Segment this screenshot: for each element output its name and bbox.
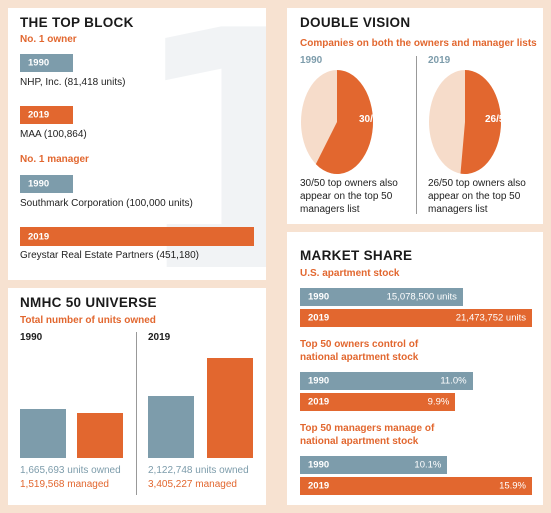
owners-1990-bar: 1990 11.0% (300, 372, 473, 390)
bar-2019-owned (148, 395, 194, 458)
stock-heading: U.S. apartment stock (300, 268, 400, 279)
owner-2019-year: 2019 (28, 109, 50, 121)
universe-title: NMHC 50 UNIVERSE (20, 295, 157, 310)
universe-subtitle: Total number of units owned (20, 315, 156, 326)
managers-1990-bar: 1990 10.1% (300, 456, 448, 474)
top-block-panel: 1 THE TOP BLOCK No. 1 owner 1990 NHP, In… (8, 8, 266, 280)
stock-1990-value: 15,078,500 units (386, 291, 457, 303)
universe-left-managed: 1,519,568 managed (20, 479, 109, 490)
stock-1990-bar: 1990 15,078,500 units (300, 288, 463, 306)
pie-chart-1990 (301, 70, 373, 174)
owner-2019-bar: 2019 (20, 106, 73, 124)
market-share-title: MARKET SHARE (300, 248, 413, 263)
universe-left-owned: 1,665,693 units owned (20, 465, 121, 476)
top-block-title: THE TOP BLOCK (20, 15, 134, 30)
manager-1990-bar: 1990 (20, 175, 73, 193)
owners-2019-year: 2019 (308, 396, 330, 408)
managers-2019-year: 2019 (308, 480, 330, 492)
bar-1990-owned (20, 409, 66, 458)
owners-heading-line-1: Top 50 owners control of (300, 339, 419, 350)
owners-2019-value: 9.9% (427, 396, 450, 408)
owner-1990-year: 1990 (28, 57, 50, 69)
manager-1990-name: Southmark Corporation (100,000 units) (20, 198, 193, 209)
pie-left-value: 30/50 (359, 114, 384, 125)
bar-1990-managed (77, 413, 123, 458)
bar-2019-managed (207, 358, 253, 458)
managers-1990-value: 10.1% (414, 459, 442, 471)
pie-left-value-text: 30/50 (359, 114, 385, 125)
universe-left-year: 1990 (20, 332, 43, 343)
pie-left-caption-2: appear on the top 50 (300, 191, 393, 202)
universe-divider (136, 332, 137, 495)
universe-right-owned: 2,122,748 units owned (148, 465, 249, 476)
managers-heading-line-1: Top 50 managers manage of (300, 423, 435, 434)
pie-left-year: 1990 (300, 55, 323, 66)
universe-right-year: 2019 (148, 332, 171, 343)
pie-left-caption-3: managers list (300, 204, 360, 215)
pie-right-value-text: 26/50 (485, 114, 511, 125)
stock-2019-value: 21,473,752 units (455, 312, 526, 324)
stock-2019-bar: 2019 21,473,752 units (300, 309, 532, 327)
owner-heading: No. 1 owner (20, 34, 77, 45)
pie-right-value: 26/50 (485, 114, 510, 125)
manager-1990-year: 1990 (28, 178, 50, 190)
owners-1990-value: 11.0% (440, 375, 467, 387)
universe-panel: NMHC 50 UNIVERSE Total number of units o… (8, 288, 266, 505)
manager-2019-bar: 2019 (20, 227, 254, 246)
owner-1990-name: NHP, Inc. (81,418 units) (20, 77, 126, 88)
manager-2019-year: 2019 (28, 231, 50, 242)
market-share-panel: MARKET SHARE U.S. apartment stock 1990 1… (287, 232, 543, 505)
double-vision-subtitle: Companies on both the owners and manager… (300, 38, 537, 49)
owners-heading-line-2: national apartment stock (300, 352, 419, 363)
stock-1990-year: 1990 (308, 291, 330, 303)
managers-1990-year: 1990 (308, 459, 330, 471)
pie-right-year: 2019 (428, 55, 451, 66)
manager-heading: No. 1 manager (20, 154, 89, 165)
double-vision-panel: DOUBLE VISION Companies on both the owne… (287, 8, 543, 224)
managers-heading-line-2: national apartment stock (300, 436, 419, 447)
manager-2019-name: Greystar Real Estate Partners (451,180) (20, 250, 199, 261)
owner-1990-bar: 1990 (20, 54, 73, 72)
pie-right-caption-2: appear on the top 50 (428, 191, 521, 202)
pie-2019-share-slice (460, 70, 501, 174)
owners-1990-year: 1990 (308, 375, 330, 387)
double-vision-title: DOUBLE VISION (300, 15, 411, 30)
owner-2019-name: MAA (100,864) (20, 129, 87, 140)
pie-right-caption-1: 26/50 top owners also (428, 178, 526, 189)
pie-chart-2019 (429, 70, 501, 174)
universe-right-managed: 3,405,227 managed (148, 479, 237, 490)
owners-2019-bar: 2019 9.9% (300, 393, 456, 411)
managers-2019-value: 15.9% (499, 480, 526, 492)
stock-2019-year: 2019 (308, 312, 330, 324)
pie-left-caption-1: 30/50 top owners also (300, 178, 398, 189)
managers-2019-bar: 2019 15.9% (300, 477, 532, 495)
pie-right-caption-3: managers list (428, 204, 488, 215)
pie-1990-share-slice (315, 70, 373, 174)
pie-divider (416, 56, 417, 214)
